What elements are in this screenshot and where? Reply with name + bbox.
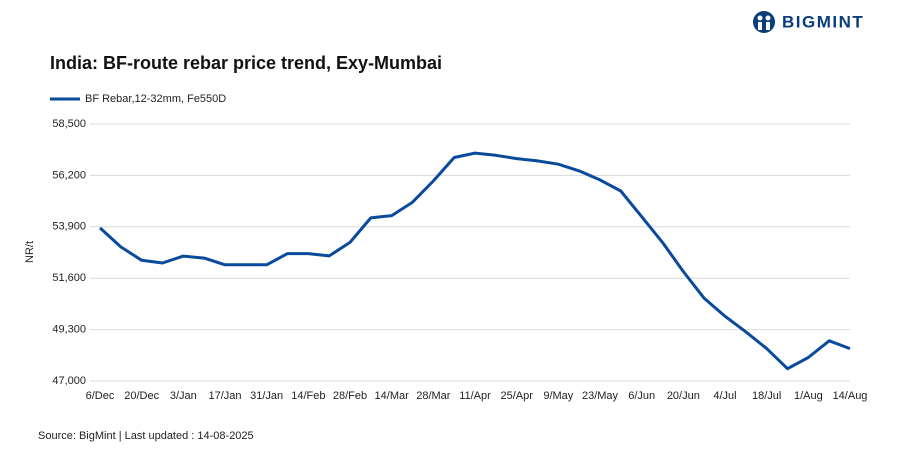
x-tick-label: 6/Dec <box>86 390 115 402</box>
x-tick-label: 6/Jun <box>628 390 655 402</box>
line <box>98 151 851 371</box>
x-tick-label: 11/Apr <box>459 390 491 402</box>
x-tick-label: 18/Jul <box>752 390 781 402</box>
logo-icon <box>753 11 775 33</box>
y-tick-label: 47,000 <box>52 375 86 387</box>
x-tick-label: 31/Jan <box>250 390 283 402</box>
x-tick-label: 17/Jan <box>208 390 241 402</box>
y-tick-label: 51,600 <box>52 272 86 284</box>
x-tick-label: 28/Mar <box>416 390 451 402</box>
x-tick-label: 20/Dec <box>124 390 159 402</box>
source: Source: BigMint | Last updated : 14-08-2… <box>38 430 254 442</box>
y-tick-label: 56,200 <box>52 169 86 181</box>
x-tick-label: 1/Aug <box>794 390 823 402</box>
logo: BIGMINT <box>753 11 864 33</box>
y-tick-label: 58,500 <box>52 118 86 130</box>
x-tick-label: 20/Jun <box>667 390 700 402</box>
x-tick-label: 9/May <box>543 390 573 402</box>
legend-label: BF Rebar,12-32mm, Fe550D <box>85 93 226 105</box>
x-tick-label: 14/Feb <box>291 390 325 402</box>
x-tick-label: 14/Mar <box>375 390 410 402</box>
x-tick-label: 4/Jul <box>713 390 736 402</box>
y-tick-label: 49,300 <box>52 324 86 336</box>
y-tick-label: 53,900 <box>52 221 86 233</box>
x-tick-label: 25/Apr <box>500 390 533 402</box>
chart-title: India: BF-route rebar price trend, Exy-M… <box>50 53 442 73</box>
brand: BIGMINT <box>782 12 864 31</box>
x-tick-label: 28/Feb <box>333 390 367 402</box>
x-tick-label: 23/May <box>582 390 619 402</box>
x-tick-label: 3/Jan <box>170 390 197 402</box>
y-axis-label: NR/t <box>24 241 36 263</box>
x-tick-label: 14/Aug <box>833 390 868 402</box>
